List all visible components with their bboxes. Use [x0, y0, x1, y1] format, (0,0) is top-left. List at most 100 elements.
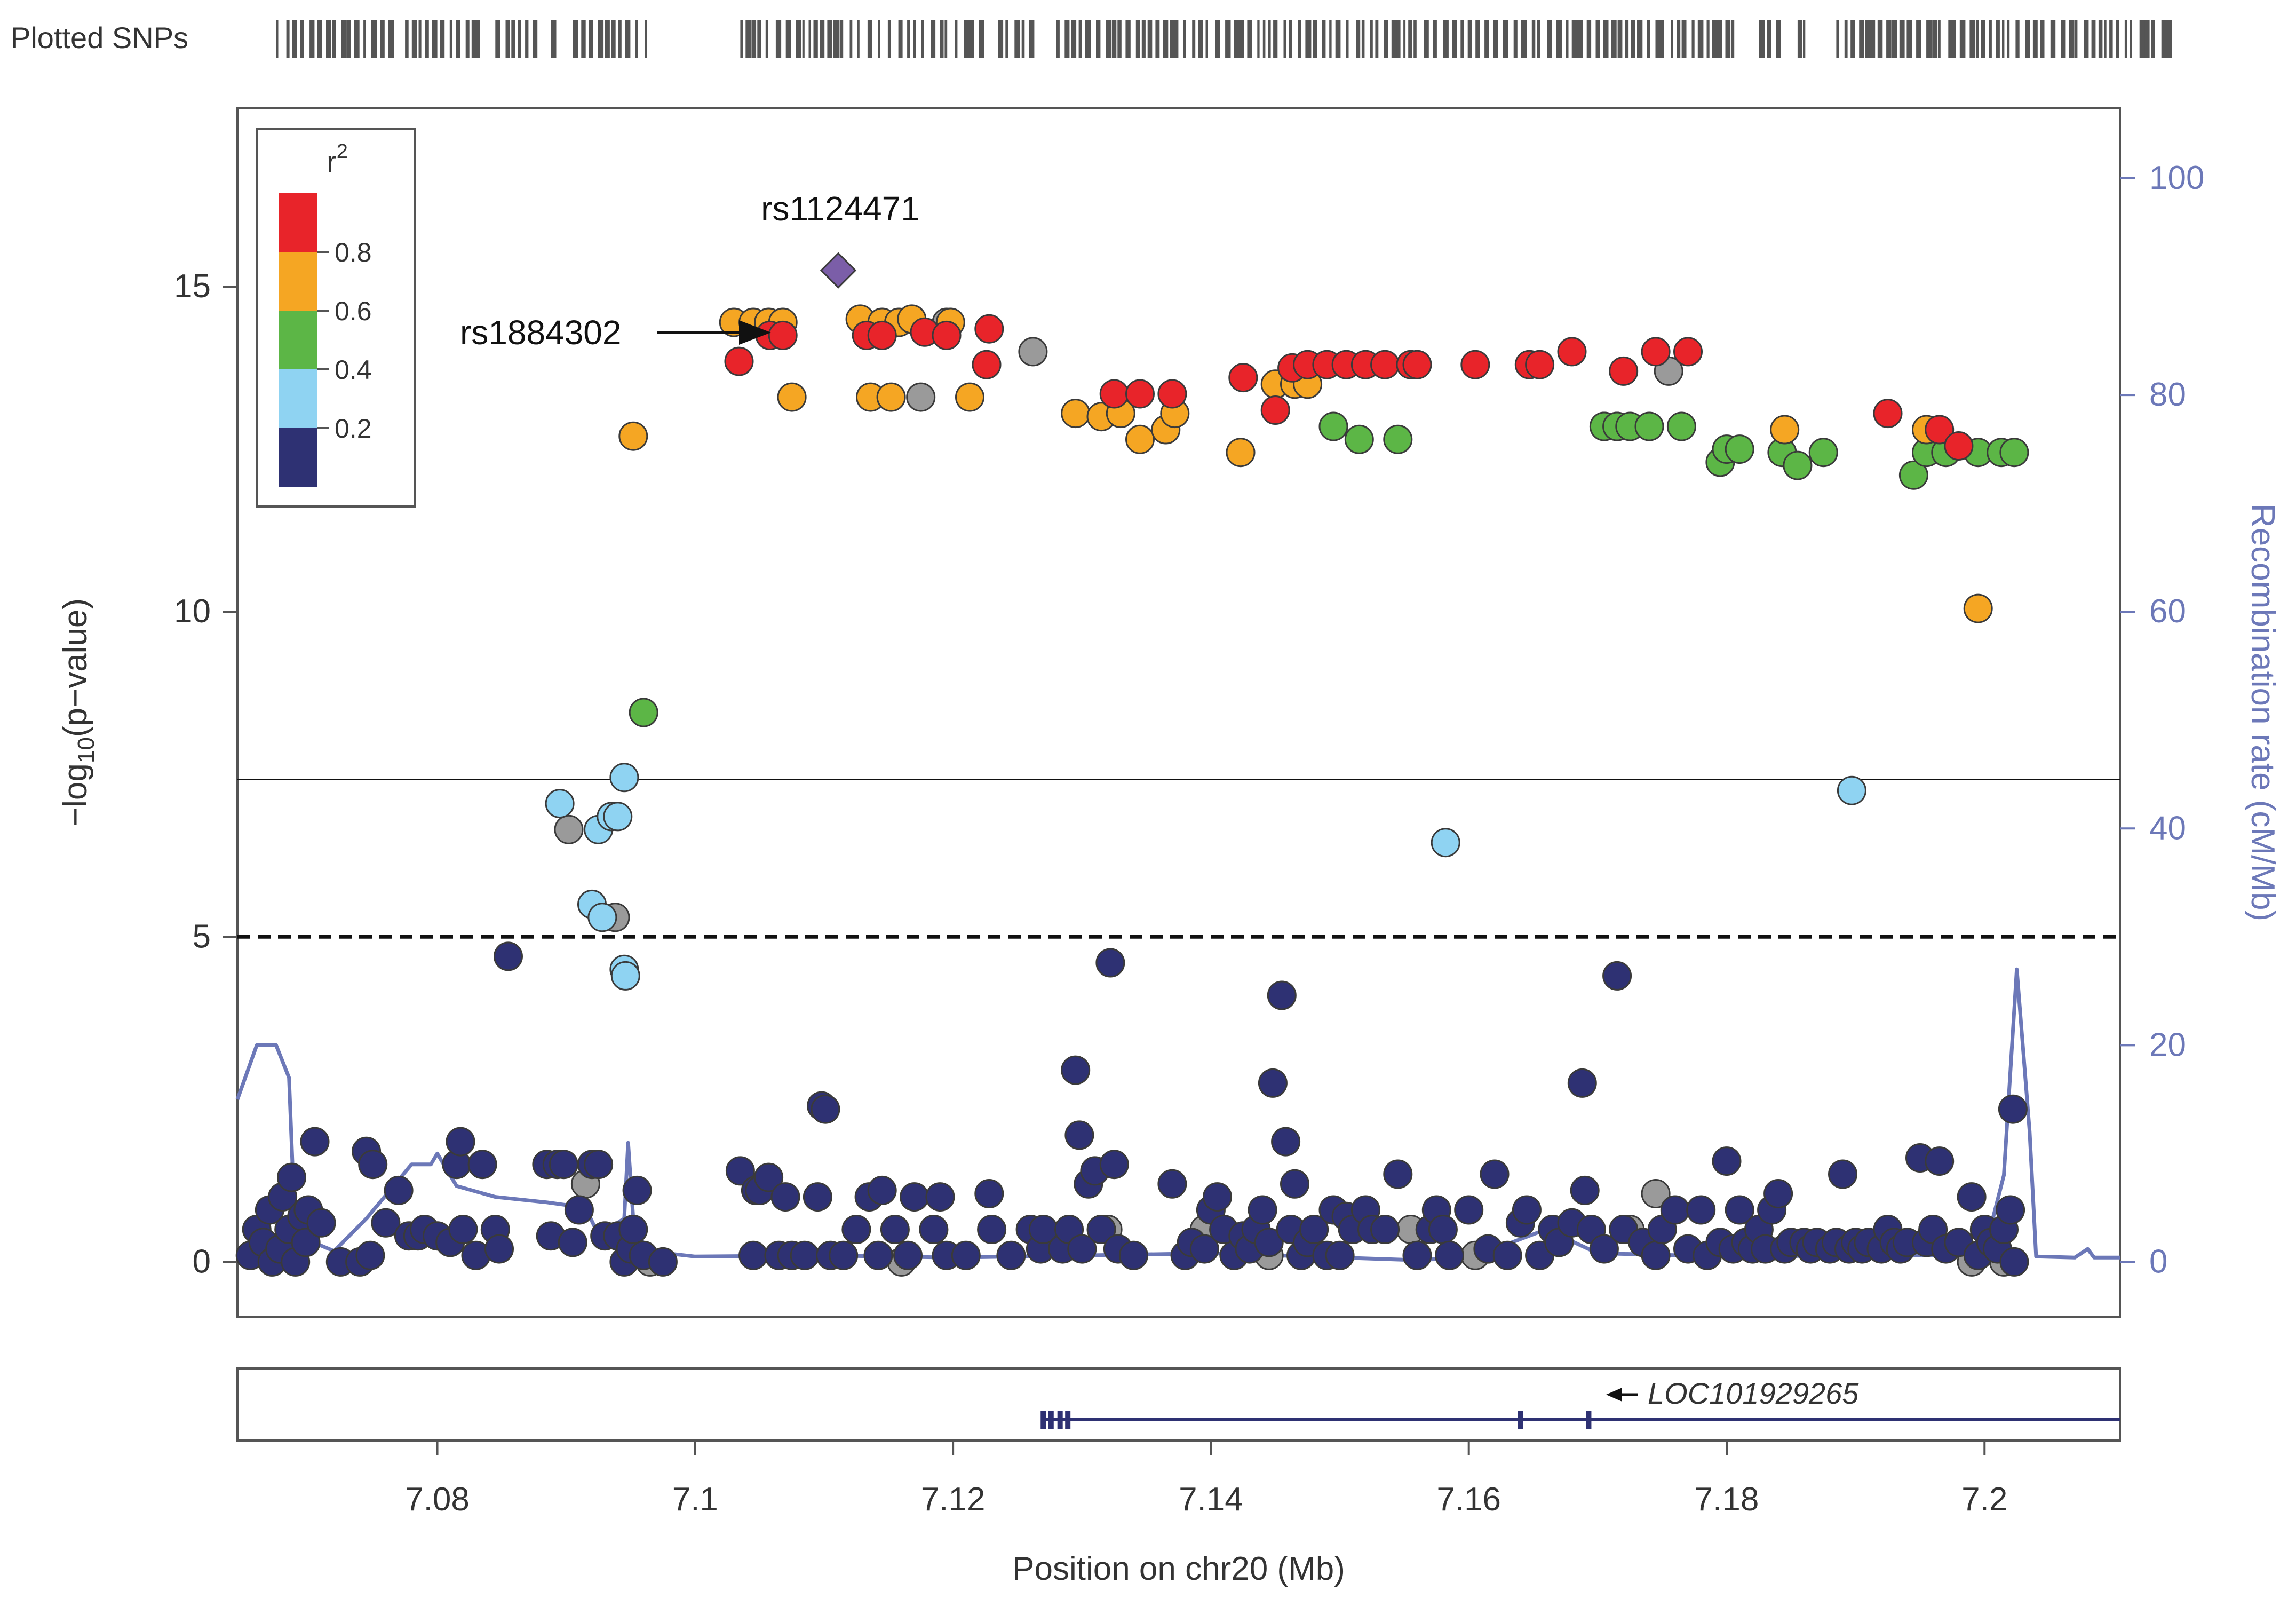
snp-track-tick: [1677, 20, 1681, 58]
snp-point: [1673, 337, 1703, 367]
snp-track-tick: [551, 20, 557, 58]
snp-track-tick: [1289, 20, 1292, 58]
snp-track-tick: [635, 20, 638, 58]
snp-point: [358, 1150, 388, 1180]
snp-point: [1512, 1195, 1542, 1225]
lead-snp-group: [820, 252, 857, 289]
snp-point: [1203, 1182, 1232, 1212]
snp-point: [1431, 828, 1460, 858]
snp-track-tick: [887, 20, 891, 58]
snp-point: [1460, 350, 1490, 379]
snp-point: [1996, 1195, 2025, 1225]
snp-point: [1118, 1240, 1148, 1270]
snp-track-tick: [1071, 20, 1077, 58]
snp-track-tick: [1586, 20, 1592, 58]
snp-track-tick: [2091, 20, 2096, 58]
snp-track-tick: [1205, 20, 1208, 58]
snp-point: [1370, 350, 1400, 379]
snp-track-tick: [2130, 20, 2132, 58]
snp-point: [1228, 363, 1258, 393]
snp-track-tick: [1257, 20, 1260, 58]
snp-point: [1428, 1215, 1458, 1244]
snp-track-tick: [1877, 20, 1883, 58]
snp-track-tick: [292, 20, 297, 58]
snp-point: [1370, 1215, 1400, 1244]
snp-point: [768, 320, 798, 350]
gene-exon: [1586, 1411, 1592, 1429]
snp-track-tick: [317, 20, 322, 58]
snp-track-tick: [1283, 20, 1286, 58]
snp-track-tick: [808, 20, 811, 58]
snp-track-tick: [363, 20, 366, 58]
snp-track-tick: [1452, 20, 1457, 58]
snp-point: [906, 382, 936, 412]
snp-track-tick: [820, 20, 825, 58]
x-tick-label: 7.18: [1695, 1481, 1759, 1518]
snp-point: [484, 1234, 514, 1264]
snp-point: [1157, 1169, 1187, 1199]
snp-track-tick: [867, 20, 872, 58]
snp-track-tick: [1234, 20, 1240, 58]
snp-point: [841, 1215, 871, 1244]
y-left-axis: 0 5 10 15: [174, 268, 237, 1280]
snp-point: [1570, 1175, 1600, 1205]
snp-track-tick: [1892, 20, 1897, 58]
snp-point: [554, 814, 584, 844]
snp-track-tick: [2144, 20, 2150, 58]
snp-point: [1602, 961, 1632, 991]
snp-track-tick: [1566, 20, 1569, 58]
x-tick-label: 7.16: [1436, 1481, 1501, 1518]
snp-point: [876, 382, 906, 412]
snp-track-tick: [1384, 20, 1388, 58]
series-r2-0-0-0-2: [235, 941, 2029, 1277]
snp-track-tick: [1655, 20, 1661, 58]
snp-track-tick: [354, 20, 360, 58]
snp-track-tick: [839, 20, 844, 58]
snp-track-tick: [1859, 20, 1864, 58]
snp-point: [1086, 1215, 1116, 1244]
x-tick-label: 7.2: [1961, 1481, 2007, 1518]
snp-track-tick: [1493, 20, 1498, 58]
snp-track-tick: [1247, 20, 1252, 58]
snp-point: [867, 1175, 897, 1205]
snp-track-tick: [1850, 20, 1855, 58]
snp-track-tick: [1611, 20, 1617, 58]
snp-point: [494, 941, 523, 971]
snp-point: [1325, 1240, 1355, 1270]
snp-track-tick: [1262, 20, 1266, 58]
snp-track-tick: [1238, 20, 1244, 58]
snp-track-tick: [1305, 20, 1312, 58]
snp-track-tick: [1759, 20, 1765, 58]
snp-track-tick: [1556, 20, 1562, 58]
snp-track-tick: [1215, 20, 1220, 58]
snp-point: [790, 1240, 820, 1270]
snp-track-tick: [931, 20, 936, 58]
snp-track-tick: [1767, 20, 1771, 58]
snp-track-tick: [1356, 20, 1361, 58]
snp-point: [925, 1182, 955, 1212]
snp-track-tick: [1078, 20, 1082, 58]
snp-track-tick: [525, 20, 529, 58]
snp-point: [1267, 980, 1297, 1010]
legend-color-bin: [279, 311, 317, 369]
snp-track-tick: [1460, 20, 1464, 58]
snp-point: [1344, 424, 1374, 454]
snp-track: [276, 20, 2172, 58]
snp-track-tick: [1329, 20, 1332, 58]
snp-track-tick: [456, 20, 460, 58]
snp-track-tick: [1906, 20, 1912, 58]
snp-point: [1099, 379, 1129, 409]
snp-track-tick: [326, 20, 331, 58]
snp-track-tick: [1865, 20, 1871, 58]
gene-exon: [1065, 1411, 1071, 1429]
snp-track-tick: [944, 20, 948, 58]
snp-point: [1828, 1159, 1857, 1189]
snp-track-tick: [511, 20, 515, 58]
snp-track-tick: [1916, 20, 1921, 58]
snp-track-tick: [1298, 20, 1301, 58]
snp-point: [371, 1208, 401, 1238]
snp-track-tick: [1403, 20, 1406, 58]
snp-point: [863, 1240, 893, 1270]
series-r2-0-8-1-0: [724, 314, 1974, 461]
snp-track-tick: [1899, 20, 1905, 58]
